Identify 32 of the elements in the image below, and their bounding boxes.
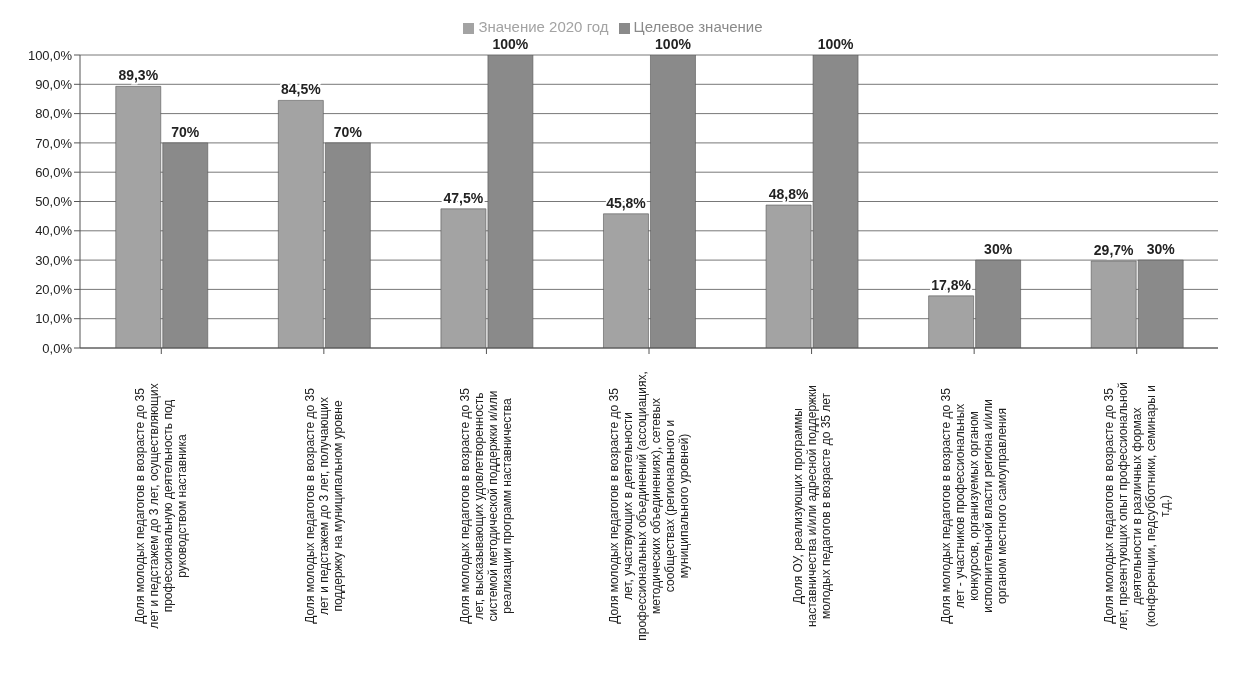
y-tick-label: 30,0% [35, 252, 73, 268]
x-tick-label: Доля молодых педагогов в возрасте до 35 лет, презентующих опыт профессиональной деятельности в различных формах (конференции, педсубботники, семинары и т.д.) [1101, 382, 1172, 630]
data-label: 70% [171, 123, 200, 140]
x-tick-label: Доля молодых педагогов в возрасте до 35 лет - участников профессиональных конкурсов, организуемых органом исполнительной власти региона и/или органом местного самоуправления [939, 387, 1010, 624]
y-tick-label: 60,0% [35, 164, 73, 180]
data-label: 100% [492, 36, 529, 52]
legend-label: Значение 2020 год [478, 18, 609, 35]
x-tick-label: Доля ОУ, реализующих программы наставничества и/или адресной поддержки молодых педагогов в возрасте до 35 лет [790, 384, 833, 628]
y-tick-label: 50,0% [35, 194, 73, 210]
y-tick-label: 10,0% [35, 311, 73, 327]
y-tick-label: 70,0% [35, 135, 73, 151]
data-label: 84,5% [280, 81, 322, 98]
data-label: 89,3% [118, 67, 159, 84]
y-tick-label: 40,0% [35, 223, 73, 239]
x-tick-label: Доля молодых педагогов в возрасте до 35 лет и педстажем до 3 лет, осуществляющих профессиональную деятельность под руководством наставника [133, 383, 190, 629]
data-label: 100% [655, 36, 692, 52]
data-label: 29,7% [1093, 241, 1135, 258]
legend-label: Целевое значение [633, 18, 763, 35]
y-tick-label: 80,0% [35, 106, 73, 122]
y-tick-label: 90,0% [35, 76, 73, 92]
y-tick-label: 0,0% [42, 340, 73, 356]
data-label: 17,8% [931, 276, 972, 293]
y-tick-label: 100,0% [27, 47, 73, 63]
data-label: 70% [333, 123, 363, 140]
x-tick-label: Доля молодых педагогов в возрасте до 35 лет, высказывающих удовлетворенность системой методической поддержки и/или реализации программ наставничества [458, 387, 515, 624]
data-label: 100% [817, 36, 854, 52]
x-tick-label: Доля молодых педагогов в возрасте до 35 лет, участвующих в деятельности профессиональных объединений (ассоциациях, методических объединениях), сетевых сообществах (регионального и муниципального уровней) [607, 371, 691, 641]
x-tick-label: Доля молодых педагогов в возрасте до 35 лет и педстажем до 3 лет, получающих поддержку на муниципальном уровне [302, 387, 345, 624]
data-label: 30% [984, 241, 1013, 258]
data-label: 48,8% [768, 186, 809, 203]
data-label: 30% [1146, 241, 1176, 258]
y-tick-label: 20,0% [35, 282, 73, 298]
